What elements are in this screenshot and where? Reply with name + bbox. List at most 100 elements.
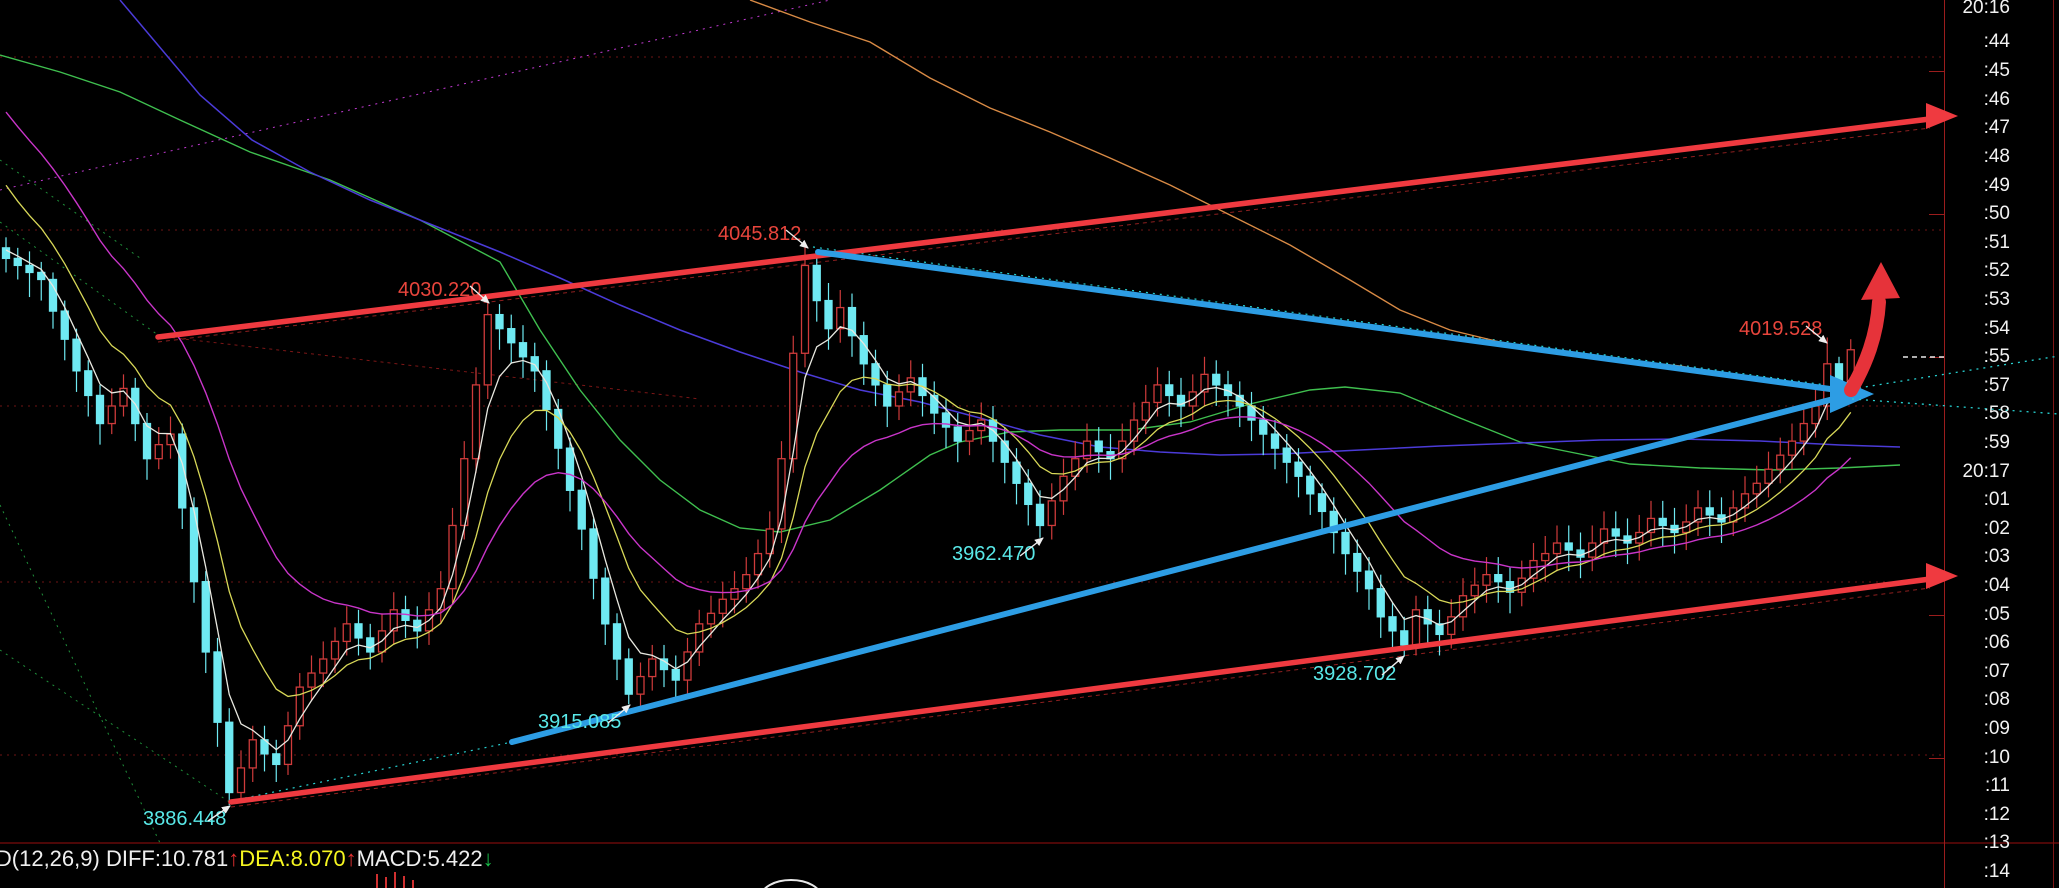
down-candle (13, 257, 22, 267)
up-candle (1693, 507, 1703, 523)
down-candle (953, 426, 962, 442)
down-candle (1000, 440, 1009, 463)
down-candle (565, 447, 575, 491)
up-candle (965, 429, 974, 442)
up-candle (1141, 401, 1150, 421)
projection-dotted-lines (1851, 355, 2059, 415)
down-candle (507, 328, 516, 344)
macd-macd-value: MACD:5.422 (356, 846, 483, 871)
down-candle (37, 271, 46, 281)
time-axis-label: :55 (1983, 346, 2010, 367)
price-annotations: 4045.812 4030.220 4019.528 3962.470 3928.702… (143, 223, 1828, 830)
time-axis-label: :52 (1983, 260, 2010, 281)
up-candle (1599, 528, 1609, 544)
down-candle (178, 433, 187, 509)
time-axis-label: :49 (1983, 175, 2010, 196)
up-candle (236, 767, 246, 794)
time-axis-label: :47 (1983, 117, 2010, 138)
up-candle (1047, 500, 1056, 527)
up-candle (753, 552, 763, 576)
time-axis-label: :07 (1983, 661, 2010, 682)
up-candle (683, 651, 692, 681)
up-candle (330, 640, 340, 660)
time-axis[interactable]: 20:16:44:45:46:47:48:49:50:51:52:53:54:5… (1929, 0, 2056, 888)
up-candle (836, 306, 845, 330)
down-candle (1282, 447, 1291, 463)
down-candle (354, 623, 363, 639)
short-moving-averages (5, 111, 1852, 751)
up-candle (1482, 574, 1491, 586)
up-candle (730, 588, 739, 600)
up-candle (765, 528, 774, 555)
time-axis-label: :13 (1983, 832, 2010, 853)
axis-tick (1929, 214, 1944, 215)
down-candle (1505, 581, 1515, 593)
down-candle (1353, 552, 1362, 572)
up-candle (1811, 405, 1820, 425)
time-axis-label: :14 (1983, 861, 2010, 882)
down-candle (1341, 531, 1350, 555)
breakout-up-arrow (1844, 262, 1900, 397)
down-candle (930, 394, 939, 414)
down-candle (1435, 623, 1444, 636)
macd-diff-value: DIFF:10.781 (99, 846, 229, 871)
up-candle (283, 725, 293, 766)
dea-up-arrow-icon: ↑ (345, 846, 357, 871)
triangle-line-lower-blue (509, 393, 1848, 745)
triangle-line-upper-blue (815, 249, 1848, 394)
up-candle (718, 598, 727, 614)
down-candle (495, 313, 504, 330)
down-candle (1423, 609, 1432, 625)
time-axis-label: :45 (1983, 60, 2010, 81)
price-annotation: 3928.702 (1313, 663, 1396, 685)
down-candle (1024, 482, 1033, 506)
time-axis-label: :11 (1984, 775, 2010, 796)
down-candle (1294, 461, 1303, 477)
time-axis-label: :46 (1983, 89, 2010, 110)
time-axis-label: :50 (1983, 203, 2010, 224)
up-candle (777, 458, 786, 530)
up-candle (1129, 419, 1139, 442)
down-candle (366, 637, 375, 653)
up-candle (894, 391, 904, 407)
down-candle (1705, 507, 1714, 516)
up-candle (1470, 584, 1479, 597)
down-candle (1212, 373, 1221, 386)
up-candle (1764, 468, 1773, 484)
down-candle (624, 658, 633, 695)
down-candle (1658, 517, 1667, 527)
down-candle (142, 422, 152, 460)
time-axis-label: :12 (1983, 804, 2010, 825)
panel-separator (0, 842, 2059, 844)
down-candle (518, 342, 528, 358)
down-candle (871, 363, 880, 386)
up-candle (1776, 454, 1785, 470)
time-axis-label: :57 (1983, 375, 2010, 396)
up-candle (1153, 384, 1162, 404)
up-candle (295, 686, 304, 727)
down-candle (941, 412, 951, 428)
up-candle (1552, 542, 1562, 555)
up-candle (1529, 559, 1538, 579)
time-axis-label: :04 (1983, 575, 2010, 596)
down-candle (1094, 440, 1103, 453)
price-annotation: 4030.220 (398, 279, 481, 301)
down-candle (60, 310, 69, 340)
down-candle (48, 278, 58, 312)
down-candle (1400, 630, 1409, 646)
down-candle (589, 528, 598, 579)
up-candle (154, 443, 163, 460)
annotation-arrow-icon (1805, 325, 1828, 344)
macd-histogram (376, 872, 818, 888)
annotation-arrow-icon (207, 805, 231, 822)
macd-dea-value: DEA:8.070 (239, 846, 346, 871)
time-axis-border-left (1944, 0, 1945, 888)
down-candle (542, 370, 551, 411)
up-candle (648, 658, 657, 678)
ma-white (5, 249, 1852, 751)
down-candle (1165, 384, 1174, 397)
axis-tick (1929, 758, 1944, 759)
down-candle (659, 658, 669, 671)
down-candle (671, 668, 680, 681)
